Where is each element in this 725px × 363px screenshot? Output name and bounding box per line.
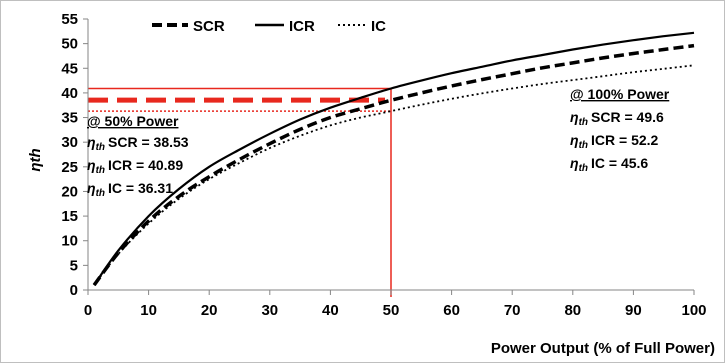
- y-tick-label: 45: [61, 60, 78, 77]
- series-line-icr: [93, 31, 695, 286]
- x-tick-label: 10: [140, 302, 157, 319]
- x-tick-label: 40: [322, 302, 339, 319]
- y-tick-label: 55: [61, 11, 78, 28]
- y-axis-title-main: η: [27, 163, 44, 172]
- x-tick-label: 20: [201, 302, 218, 319]
- annotation-100-percent: @ 100% Power ηth SCR = 49.6 ηth ICR = 52.2…: [570, 86, 670, 174]
- annotation-100-icr: ηth ICR = 52.2: [570, 132, 659, 151]
- y-axis-title-sub: th: [27, 148, 44, 162]
- x-tick-label: 80: [564, 302, 581, 319]
- x-tick-label: 100: [681, 302, 706, 319]
- y-tick-label: 15: [61, 208, 78, 225]
- annotation-50-scr: ηth SCR = 38.53: [87, 134, 189, 153]
- x-tick-label: 90: [625, 302, 642, 319]
- x-axis-title: Power Output (% of Full Power): [491, 340, 715, 357]
- annotation-100-title: @ 100% Power: [570, 86, 670, 102]
- x-tick-label: 30: [261, 302, 278, 319]
- y-tick-label: 0: [70, 282, 78, 299]
- annotation-50-title: @ 50% Power: [87, 113, 179, 129]
- series-line-scr: [92, 43, 695, 287]
- y-tick-label: 10: [61, 233, 78, 250]
- annotation-50-icr: ηth ICR = 40.89: [87, 157, 183, 176]
- y-tick-label: 30: [61, 134, 78, 151]
- series-layer: [92, 31, 695, 287]
- y-tick-label: 5: [70, 257, 78, 274]
- tick-labels: 0 5 10 15 20 25 30 35 40 45 50 55 0 10 20 30 40 50 60 70 80 9…: [61, 11, 706, 319]
- reference-lines: [88, 87, 392, 297]
- y-tick-label: 20: [61, 183, 78, 200]
- annotation-50-ic: ηth IC = 36.31: [87, 180, 173, 199]
- y-tick-label: 40: [61, 85, 78, 102]
- y-axis-title: ηth: [27, 148, 44, 171]
- axes: [83, 18, 695, 295]
- annotation-50-percent: @ 50% Power ηth SCR = 38.53 ηth ICR = 40.8…: [87, 113, 189, 199]
- annotation-100-scr: ηth SCR = 49.6: [570, 109, 664, 128]
- y-tick-label: 25: [61, 159, 78, 176]
- x-tick-label: 60: [443, 302, 460, 319]
- legend-label-scr: SCR: [193, 18, 225, 35]
- x-tick-label: 50: [383, 302, 400, 319]
- y-tick-label: 50: [61, 36, 78, 53]
- annotation-100-ic: ηth IC = 45.6: [570, 155, 648, 174]
- legend-label-icr: ICR: [289, 18, 315, 35]
- y-tick-label: 35: [61, 110, 78, 127]
- x-tick-label: 0: [84, 302, 92, 319]
- x-tick-label: 70: [504, 302, 521, 319]
- legend: SCR ICR IC: [152, 18, 386, 35]
- legend-label-ic: IC: [371, 18, 386, 35]
